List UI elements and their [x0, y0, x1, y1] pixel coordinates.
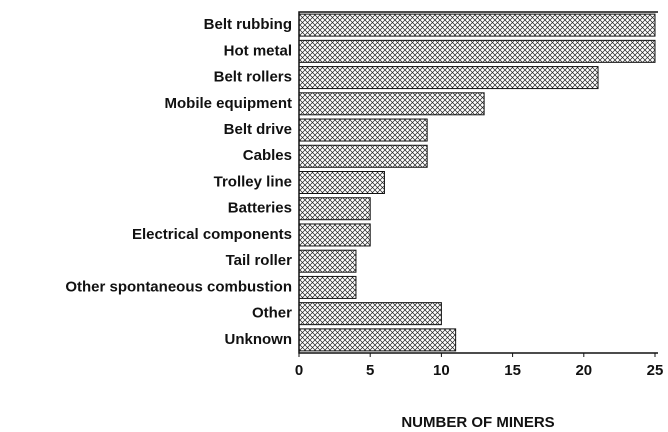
y-tick-label: Other spontaneous combustion — [65, 278, 292, 295]
y-tick-label: Belt drive — [224, 121, 292, 138]
x-tick-label: 5 — [366, 362, 374, 379]
y-tick-label: Other — [252, 305, 292, 322]
y-tick-label: Cables — [243, 147, 292, 164]
bar — [298, 39, 656, 63]
y-tick-label: Hot metal — [224, 42, 292, 59]
bar — [298, 171, 385, 194]
bar — [298, 118, 428, 142]
y-tick-label: Electrical components — [132, 226, 292, 243]
x-tick-label: 25 — [647, 362, 664, 379]
bar — [298, 92, 485, 116]
bar — [298, 302, 442, 326]
axis-frame — [298, 11, 658, 354]
x-tick-label: 10 — [433, 362, 450, 379]
bar — [298, 275, 357, 299]
y-tick-label: Mobile equipment — [165, 95, 293, 112]
bar — [298, 328, 457, 352]
bar — [298, 144, 428, 168]
bar — [298, 66, 599, 90]
bar — [298, 223, 371, 247]
y-tick-label: Trolley line — [214, 173, 292, 190]
x-tick-label: 15 — [504, 362, 521, 379]
x-axis-title: NUMBER OF MINERS — [401, 414, 554, 431]
y-tick-label: Belt rubbing — [204, 16, 292, 33]
y-tick-label: Belt rollers — [214, 69, 292, 86]
bar — [298, 249, 357, 273]
bar — [298, 197, 371, 221]
x-tick-label: 0 — [295, 362, 303, 379]
y-tick-label: Tail roller — [226, 252, 293, 269]
y-tick-label: Batteries — [228, 200, 292, 217]
bar — [298, 13, 656, 37]
x-tick-label: 20 — [575, 362, 592, 379]
y-tick-label: Unknown — [225, 331, 293, 348]
